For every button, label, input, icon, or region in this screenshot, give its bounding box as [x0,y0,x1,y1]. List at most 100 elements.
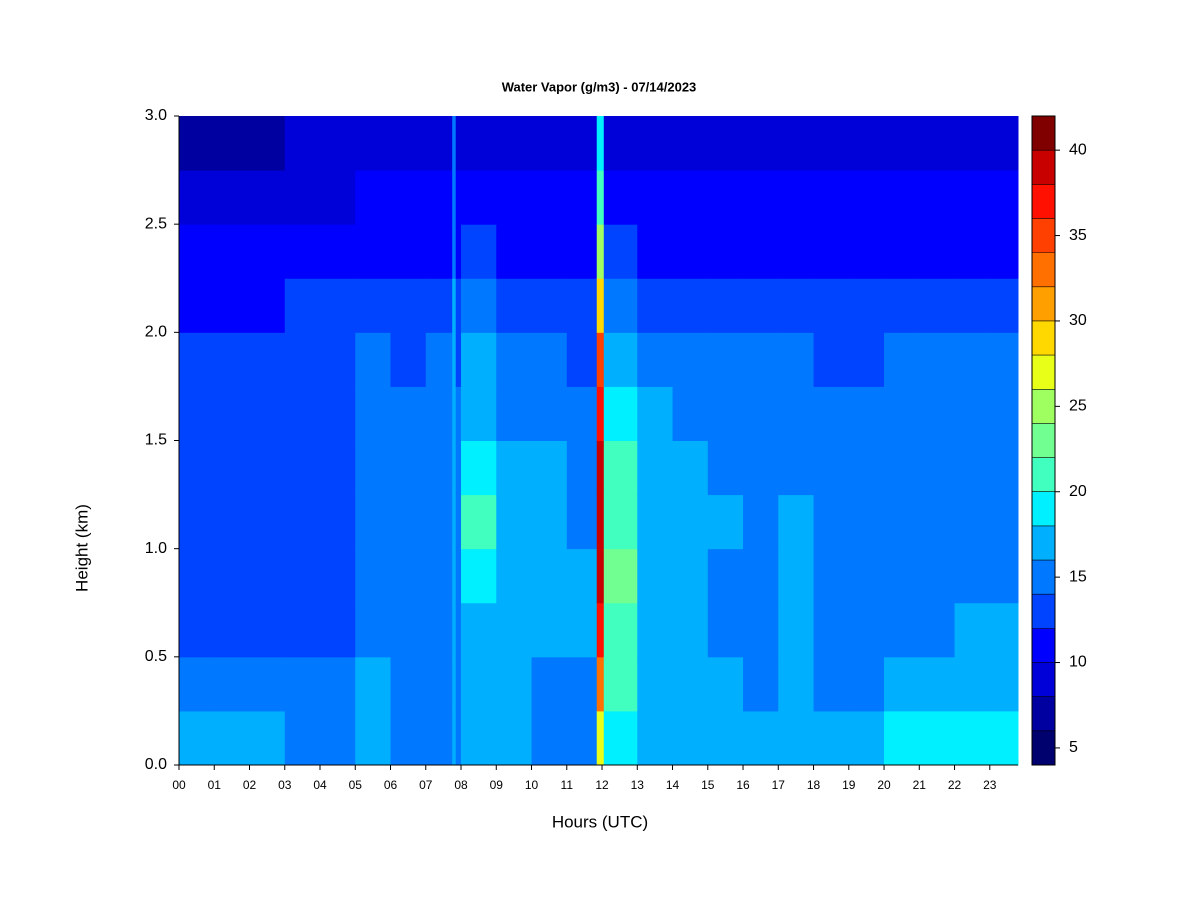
heatmap-cell [778,494,815,550]
heatmap-cell [603,332,638,387]
heatmap-cell [707,602,744,658]
heatmap-cell [603,386,638,441]
heatmap-cell [637,386,674,441]
heatmap-cell [989,224,1019,279]
y-tick-label: 3.0 [145,107,167,124]
heatmap-cell [596,170,605,225]
heatmap-cell [390,386,427,441]
colorbar-band [1032,730,1055,765]
heatmap-cell [603,440,638,496]
heatmap-cell [813,602,850,658]
heatmap-cell [596,332,605,387]
heatmap-cell [954,116,991,171]
heatmap-cell [884,494,920,550]
heatmap-cell [455,332,462,387]
heatmap-cell [214,440,251,496]
heatmap-cell [919,710,956,766]
heatmap-cell [954,602,991,658]
heatmap-cell [425,386,453,441]
heatmap-cell [566,170,598,225]
heatmap-cell [531,170,568,225]
heatmap-cell [884,656,920,712]
heatmap-cell [954,170,991,225]
heatmap-cell [989,332,1019,387]
heatmap-cell [455,278,462,333]
heatmap-cell [919,116,956,171]
heatmap-cell [743,710,779,766]
heatmap-cell [249,278,286,333]
heatmap-cell [425,710,453,766]
heatmap-cell [531,224,568,279]
colorbar-band [1032,355,1055,390]
heatmap-cell [249,710,286,766]
heatmap-cell [566,494,598,550]
heatmap-cell [425,548,453,604]
heatmap-cell [531,278,568,333]
heatmap-cell [452,332,457,387]
heatmap-cell [848,494,885,550]
heatmap-cell [249,386,286,441]
heatmap-cell [672,602,709,658]
heatmap-cell [452,440,457,496]
heatmap-cell [452,170,457,225]
heatmap-cell [249,548,286,604]
heatmap-cell [284,710,321,766]
y-tick-label: 1.5 [145,432,167,449]
heatmap-cell [496,278,533,333]
colorbar-band [1032,457,1055,492]
colorbar-tick-label: 5 [1069,739,1078,756]
heatmap-cell [848,332,885,387]
heatmap-cell [455,116,462,171]
heatmap-cell [743,602,779,658]
heatmap-cell [355,386,392,441]
colorbar-tick-label: 30 [1069,312,1087,329]
y-axis-label: Height (km) [72,504,91,592]
heatmap-cell [452,278,457,333]
heatmap-cell [707,332,744,387]
heatmap-cell [390,440,427,496]
heatmap-cell [707,440,744,496]
heatmap-cell [743,386,779,441]
heatmap-cell [566,656,598,712]
heatmap-cell [284,656,321,712]
heatmap-cell [778,170,815,225]
heatmap-cell [531,332,568,387]
heatmap-cell [320,170,356,225]
heatmap-cell [672,332,709,387]
heatmap-cell [813,278,850,333]
heatmap-cell [919,602,956,658]
x-tick-label: 16 [736,778,750,792]
heatmap-cell [461,710,497,766]
heatmap-cell [637,224,674,279]
heatmap-cell [566,116,598,171]
heatmap-cell [214,710,251,766]
heatmap-cell [919,386,956,441]
colorbar-tick-label: 35 [1069,227,1087,244]
heatmap-cell [848,710,885,766]
heatmap-cell [848,170,885,225]
heatmap-cell [743,170,779,225]
heatmap-cell [637,440,674,496]
heatmap-cell [778,710,815,766]
heatmap-cell [954,548,991,604]
heatmap-cell [531,710,568,766]
heatmap-cell [496,602,533,658]
heatmap-cell [452,116,457,171]
heatmap-cell [596,602,605,658]
heatmap-cell [954,656,991,712]
heatmap-cell [390,710,427,766]
x-tick-label: 14 [666,778,680,792]
heatmap-cell [214,602,251,658]
heatmap-cell [848,440,885,496]
heatmap-cell [596,548,605,604]
x-tick-label: 03 [278,778,292,792]
heatmap-cell [390,656,427,712]
heatmap-cell [707,170,744,225]
heatmap-cell [496,710,533,766]
heatmap-cell [603,170,638,225]
heatmap-cell [603,548,638,604]
heatmap-cell [179,656,215,712]
heatmap-cell [672,494,709,550]
x-tick-label: 09 [490,778,504,792]
heatmap-cell [390,602,427,658]
